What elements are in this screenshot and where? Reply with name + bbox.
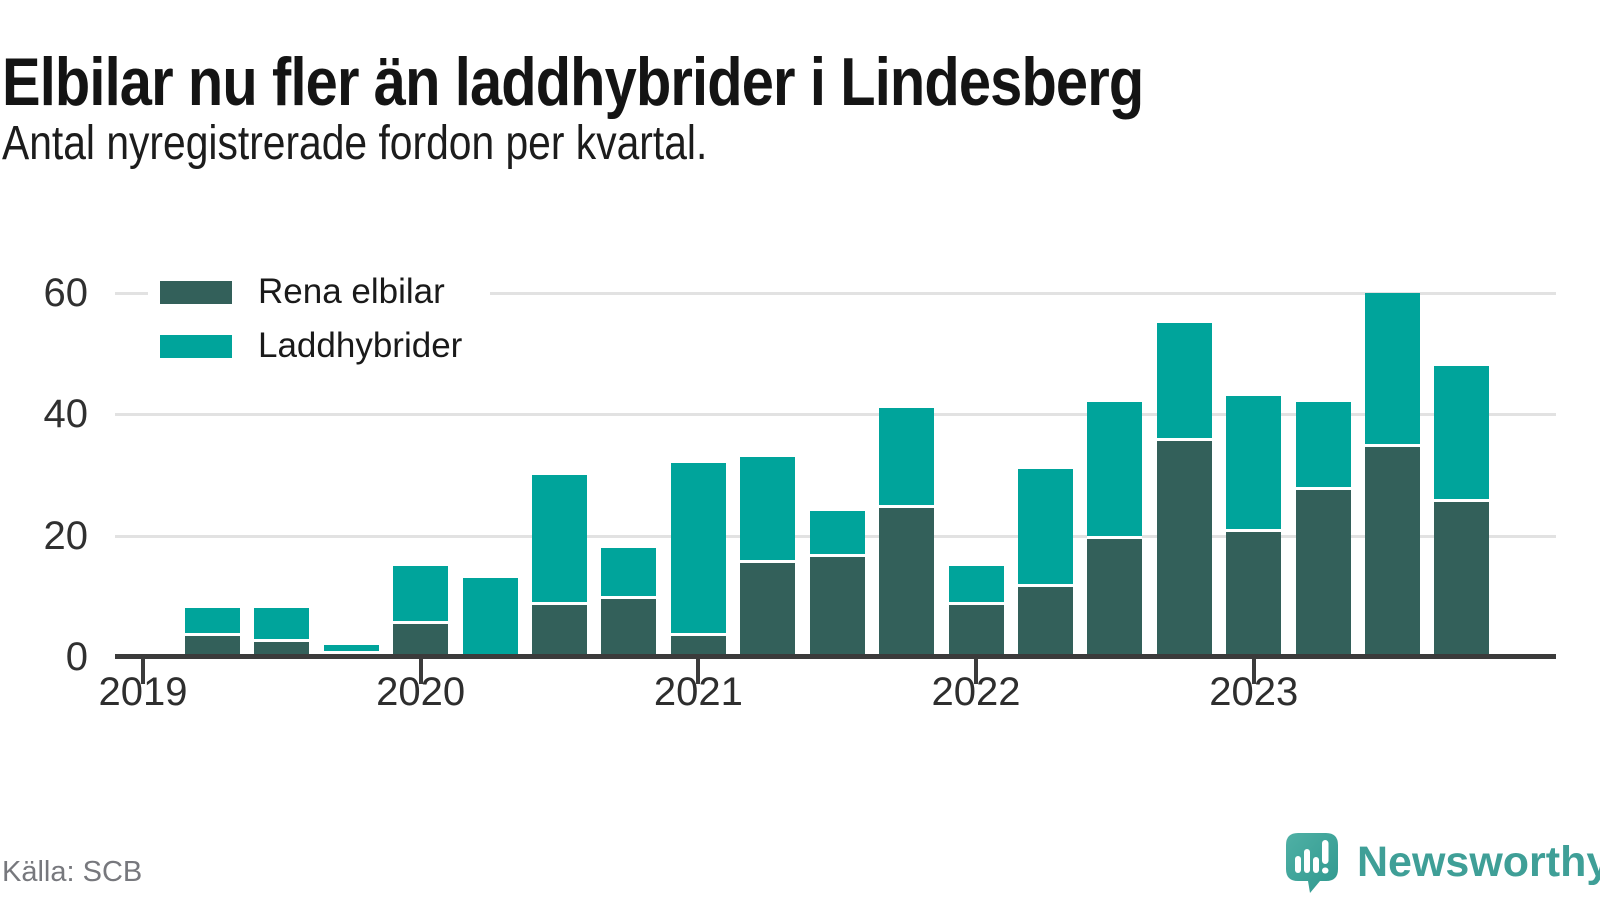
- bar-segment-electric-2021-q3: [809, 553, 865, 657]
- bar-segment-hybrid-2023-q1: [1226, 395, 1282, 530]
- bar-segment-electric-2022-q4: [1156, 438, 1212, 657]
- legend-label-electric: Rena elbilar: [258, 272, 445, 311]
- gridline-y-60: [115, 291, 1556, 295]
- newsworthy-wordmark: Newsworthy: [1357, 838, 1600, 886]
- legend-item-laddhybrider: Laddhybrider: [160, 326, 463, 365]
- chart-subtitle: Antal nyregistrerade fordon per kvartal.: [2, 117, 708, 170]
- bar-segment-electric-2020-q4: [601, 596, 657, 657]
- bar-segment-hybrid-2020-q2: [462, 578, 518, 657]
- bar-segment-electric-2019-q4: [323, 650, 379, 657]
- bar-segment-electric-2019-q3: [254, 638, 310, 657]
- newsworthy-logo: Newsworthy: [1286, 833, 1600, 897]
- bar-segment-hybrid-2019-q2: [184, 608, 240, 633]
- x-axis-tick-2022: [974, 658, 979, 684]
- legend-label-hybrid: Laddhybrider: [258, 326, 463, 365]
- bar-segment-electric-2021-q4: [879, 505, 935, 657]
- bar-segment-electric-2019-q2: [184, 632, 240, 657]
- chart-title: Elbilar nu fler än laddhybrider i Lindes…: [2, 43, 1144, 120]
- bar-segment-electric-2022-q2: [1017, 584, 1073, 657]
- x-axis-tick-2020: [418, 658, 423, 684]
- y-axis-label-0: 0: [65, 635, 88, 679]
- bar-segment-hybrid-2022-q2: [1017, 468, 1073, 585]
- bar-segment-hybrid-2023-q4: [1434, 365, 1490, 500]
- legend-item-rena-elbilar: Rena elbilar: [160, 272, 462, 311]
- y-axis-label-40: 40: [43, 392, 89, 437]
- bar-segment-electric-2020-q3: [532, 602, 588, 657]
- legend-swatch-hybrid: [160, 334, 232, 358]
- y-axis-label-60: 60: [43, 270, 89, 315]
- x-axis-tick-2019: [141, 658, 145, 684]
- bar-segment-hybrid-2023-q3: [1365, 292, 1421, 445]
- legend: Rena elbilar Laddhybrider: [148, 264, 491, 376]
- gridline-y-40: [115, 413, 1556, 417]
- bar-segment-hybrid-2023-q2: [1295, 401, 1351, 487]
- source-note: Källa: SCB: [2, 856, 143, 888]
- bar-segment-hybrid-2022-q4: [1156, 323, 1212, 439]
- bar-segment-hybrid-2022-q1: [948, 565, 1004, 603]
- newsworthy-speech-bubble-barchart-icon: [1286, 833, 1338, 893]
- bar-segment-hybrid-2022-q3: [1087, 401, 1143, 536]
- bar-segment-hybrid-2021-q4: [879, 408, 935, 506]
- bar-segment-hybrid-2019-q4: [323, 644, 379, 651]
- bar-segment-electric-2022-q3: [1087, 535, 1143, 657]
- bar-segment-electric-2022-q1: [948, 602, 1004, 657]
- legend-swatch-electric: [160, 280, 232, 304]
- bar-segment-electric-2021-q2: [740, 559, 796, 657]
- bar-segment-electric-2023-q2: [1295, 486, 1351, 657]
- bar-segment-hybrid-2019-q3: [254, 608, 310, 639]
- bar-segment-hybrid-2021-q1: [670, 462, 726, 633]
- bar-segment-hybrid-2021-q3: [809, 511, 865, 554]
- bar-segment-electric-2023-q4: [1434, 499, 1490, 657]
- bar-segment-hybrid-2020-q3: [532, 474, 588, 603]
- x-axis-line: [115, 654, 1556, 659]
- bar-segment-electric-2023-q1: [1226, 529, 1282, 657]
- bar-segment-electric-2021-q1: [670, 632, 726, 657]
- bar-segment-hybrid-2020-q4: [601, 547, 657, 597]
- bar-segment-electric-2020-q1: [393, 620, 449, 657]
- bar-segment-electric-2023-q3: [1365, 444, 1421, 657]
- x-axis-tick-2023: [1251, 658, 1256, 684]
- y-axis-label-20: 20: [43, 513, 89, 558]
- bar-segment-hybrid-2021-q2: [740, 456, 796, 560]
- bar-segment-hybrid-2020-q1: [393, 565, 449, 621]
- x-axis-tick-2021: [696, 658, 701, 684]
